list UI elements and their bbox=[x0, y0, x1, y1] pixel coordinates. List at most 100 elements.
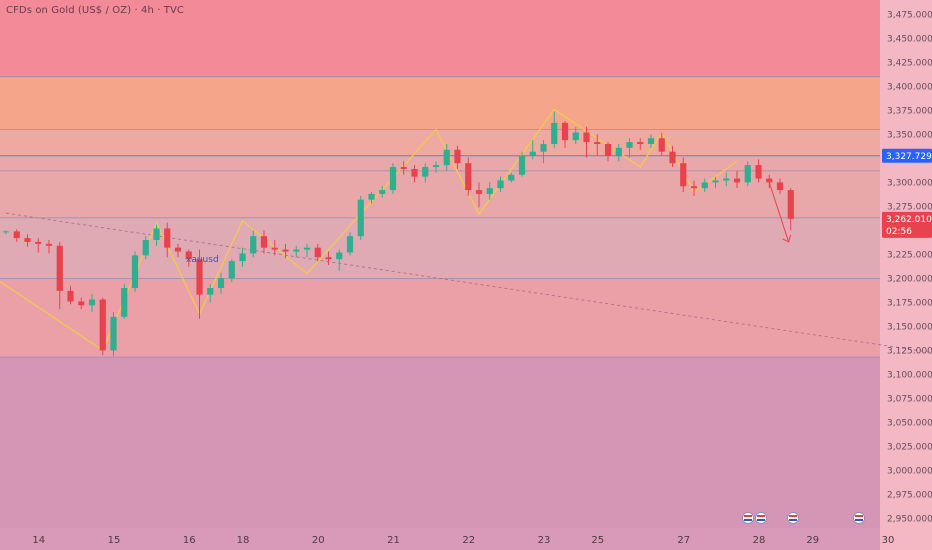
candle-body bbox=[250, 236, 257, 254]
candle-body bbox=[185, 251, 192, 260]
candle[interactable] bbox=[325, 251, 332, 265]
candle[interactable] bbox=[303, 243, 311, 258]
candle[interactable] bbox=[217, 272, 225, 294]
candle-body bbox=[357, 199, 364, 237]
candle[interactable] bbox=[647, 134, 655, 148]
candle[interactable] bbox=[293, 245, 300, 258]
candle[interactable] bbox=[260, 230, 268, 254]
candle[interactable] bbox=[411, 165, 418, 183]
candle-body bbox=[131, 255, 139, 288]
candle-body bbox=[454, 149, 461, 164]
candle[interactable] bbox=[271, 240, 278, 256]
candle[interactable] bbox=[24, 234, 31, 247]
candles-layer[interactable] bbox=[2, 111, 794, 357]
candle[interactable] bbox=[78, 297, 85, 310]
candle[interactable] bbox=[497, 176, 504, 192]
event-flags[interactable] bbox=[742, 512, 865, 524]
candle[interactable] bbox=[35, 238, 42, 253]
candle-body bbox=[174, 247, 182, 252]
candle[interactable] bbox=[604, 142, 612, 162]
candle[interactable] bbox=[88, 293, 96, 312]
candle[interactable] bbox=[174, 243, 182, 258]
candle[interactable] bbox=[465, 157, 472, 196]
candle[interactable] bbox=[196, 249, 203, 319]
price-tick-label: 3,100.000 bbox=[887, 370, 932, 380]
candle[interactable] bbox=[121, 284, 128, 319]
candle[interactable] bbox=[723, 172, 730, 187]
candle[interactable] bbox=[110, 312, 117, 357]
candle[interactable] bbox=[346, 232, 354, 256]
candle[interactable] bbox=[669, 145, 676, 168]
candle[interactable] bbox=[282, 243, 289, 259]
candle[interactable] bbox=[336, 249, 343, 271]
candle[interactable] bbox=[475, 182, 483, 208]
candle[interactable] bbox=[594, 134, 601, 156]
candle[interactable] bbox=[680, 157, 687, 192]
event-flag-icon[interactable] bbox=[853, 512, 865, 524]
candle[interactable] bbox=[551, 111, 558, 148]
candle[interactable] bbox=[733, 170, 741, 189]
candle[interactable] bbox=[185, 249, 192, 267]
candle[interactable] bbox=[400, 161, 407, 175]
candle[interactable] bbox=[228, 259, 235, 283]
candle[interactable] bbox=[755, 159, 762, 183]
event-flag-icon[interactable] bbox=[742, 512, 754, 524]
candle[interactable] bbox=[658, 132, 665, 156]
candle[interactable] bbox=[99, 297, 106, 356]
candle[interactable] bbox=[561, 120, 569, 148]
candle-body bbox=[604, 144, 612, 156]
candle[interactable] bbox=[443, 144, 450, 171]
candle-body bbox=[24, 238, 31, 242]
candle[interactable] bbox=[368, 192, 375, 204]
candle[interactable] bbox=[142, 236, 149, 260]
event-flag-icon[interactable] bbox=[787, 512, 799, 524]
candle[interactable] bbox=[422, 163, 429, 183]
candle[interactable] bbox=[766, 174, 773, 189]
candle[interactable] bbox=[787, 188, 794, 231]
candle[interactable] bbox=[56, 241, 63, 310]
candle[interactable] bbox=[540, 140, 547, 164]
candle[interactable] bbox=[626, 138, 633, 158]
candle[interactable] bbox=[701, 178, 708, 192]
candle[interactable] bbox=[250, 230, 257, 258]
candle[interactable] bbox=[637, 138, 644, 150]
candle-body bbox=[647, 138, 655, 144]
candle[interactable] bbox=[207, 284, 214, 303]
time-axis[interactable]: 14 15 16 18 20 21 22 23 25 27 28 29 30 bbox=[32, 535, 894, 546]
zone-band bbox=[0, 278, 880, 358]
last-price-value: 3,262.010 bbox=[886, 215, 932, 225]
candle-body bbox=[110, 316, 117, 351]
candle[interactable] bbox=[776, 178, 784, 194]
candle[interactable] bbox=[131, 251, 139, 292]
candle[interactable] bbox=[164, 222, 171, 258]
zone-band bbox=[0, 76, 880, 130]
date-tick-label: 30 bbox=[882, 535, 895, 546]
candle[interactable] bbox=[389, 163, 397, 194]
candle[interactable] bbox=[518, 151, 526, 177]
candle[interactable] bbox=[744, 161, 751, 187]
candle[interactable] bbox=[379, 186, 386, 198]
candle[interactable] bbox=[153, 224, 160, 246]
price-axis[interactable]: 3,475.000 3,450.000 3,425.000 3,400.000 3,37… bbox=[887, 10, 932, 524]
candle[interactable] bbox=[13, 229, 20, 242]
candle[interactable] bbox=[572, 126, 579, 144]
candle[interactable] bbox=[486, 182, 493, 200]
candle[interactable] bbox=[529, 140, 536, 160]
candle[interactable] bbox=[583, 126, 590, 158]
candle[interactable] bbox=[2, 230, 10, 235]
candle[interactable] bbox=[314, 243, 321, 262]
candle[interactable] bbox=[239, 247, 246, 267]
candle[interactable] bbox=[67, 286, 74, 305]
candle[interactable] bbox=[432, 161, 440, 173]
event-flag-icon[interactable] bbox=[755, 512, 767, 524]
candle[interactable] bbox=[357, 195, 364, 240]
candle[interactable] bbox=[712, 176, 719, 189]
candle[interactable] bbox=[454, 145, 461, 169]
candle[interactable] bbox=[690, 180, 698, 196]
candle[interactable] bbox=[508, 172, 515, 183]
candle[interactable] bbox=[615, 144, 622, 162]
candle[interactable] bbox=[45, 240, 53, 254]
candle-body bbox=[164, 228, 171, 248]
